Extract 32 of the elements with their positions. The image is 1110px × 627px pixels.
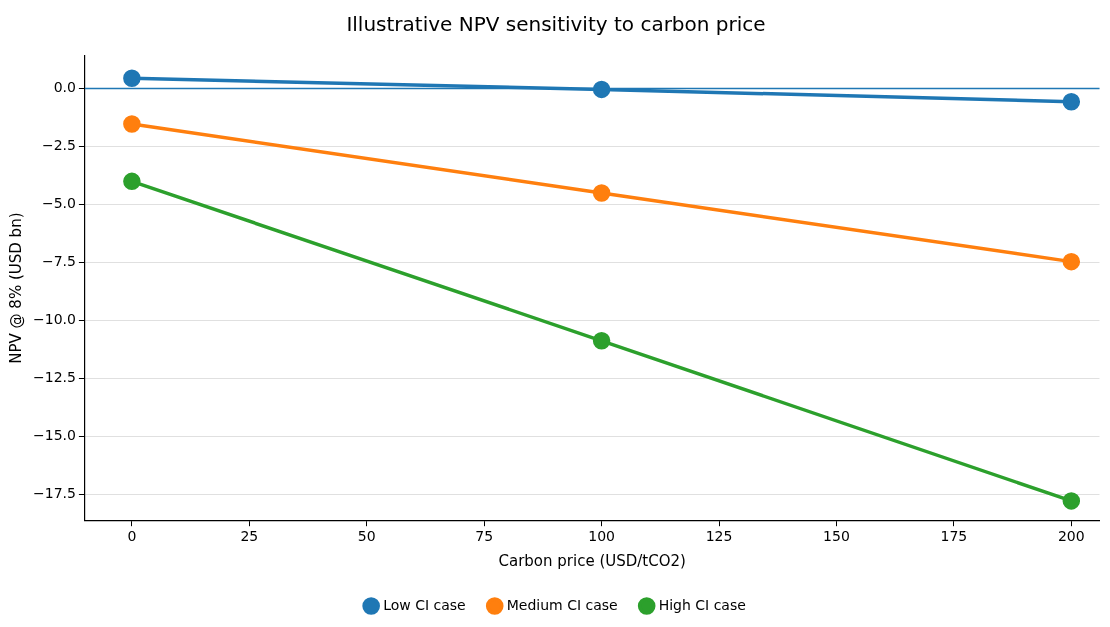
- legend-label: Medium CI case: [506, 596, 618, 613]
- y-tick-label: −10.0: [33, 311, 76, 328]
- point: [592, 80, 611, 99]
- point: [592, 184, 611, 202]
- point: [123, 172, 141, 191]
- x-axis-title: Carbon price (USD/tCO2): [498, 551, 686, 570]
- point: [1062, 92, 1081, 111]
- y-axis-title: NPV @ 8% (USD bn): [6, 212, 25, 364]
- x-tick-label: 75: [475, 528, 494, 545]
- x-tick-label: 100: [588, 528, 615, 545]
- chart-title: Illustrative NPV sensitivity to carbon price: [346, 12, 766, 37]
- point: [123, 69, 141, 88]
- x-tick-label: 0: [127, 528, 137, 545]
- point: [592, 332, 611, 350]
- x-tick-label: 200: [1057, 528, 1085, 545]
- point: [1062, 252, 1081, 271]
- x-tick-label: 175: [940, 528, 968, 545]
- y-tick-label: −17.5: [33, 485, 76, 502]
- x-tick-label: 150: [823, 528, 850, 545]
- y-tick-label: −2.5: [41, 137, 76, 154]
- x-tick-label: 50: [357, 528, 376, 545]
- y-tick-label: −7.5: [41, 253, 76, 270]
- y-tick-label: −15.0: [33, 427, 76, 444]
- y-tick-label: −5.0: [41, 195, 76, 212]
- x-tick-label: 25: [240, 528, 259, 545]
- point: [1062, 492, 1081, 510]
- y-tick-label: 0.0: [53, 79, 76, 96]
- point: [123, 115, 141, 133]
- y-tick-label: −12.5: [33, 369, 76, 386]
- legend-label: Low CI case: [383, 596, 466, 613]
- legend-label: High CI case: [658, 596, 746, 613]
- x-tick-label: 125: [705, 528, 733, 545]
